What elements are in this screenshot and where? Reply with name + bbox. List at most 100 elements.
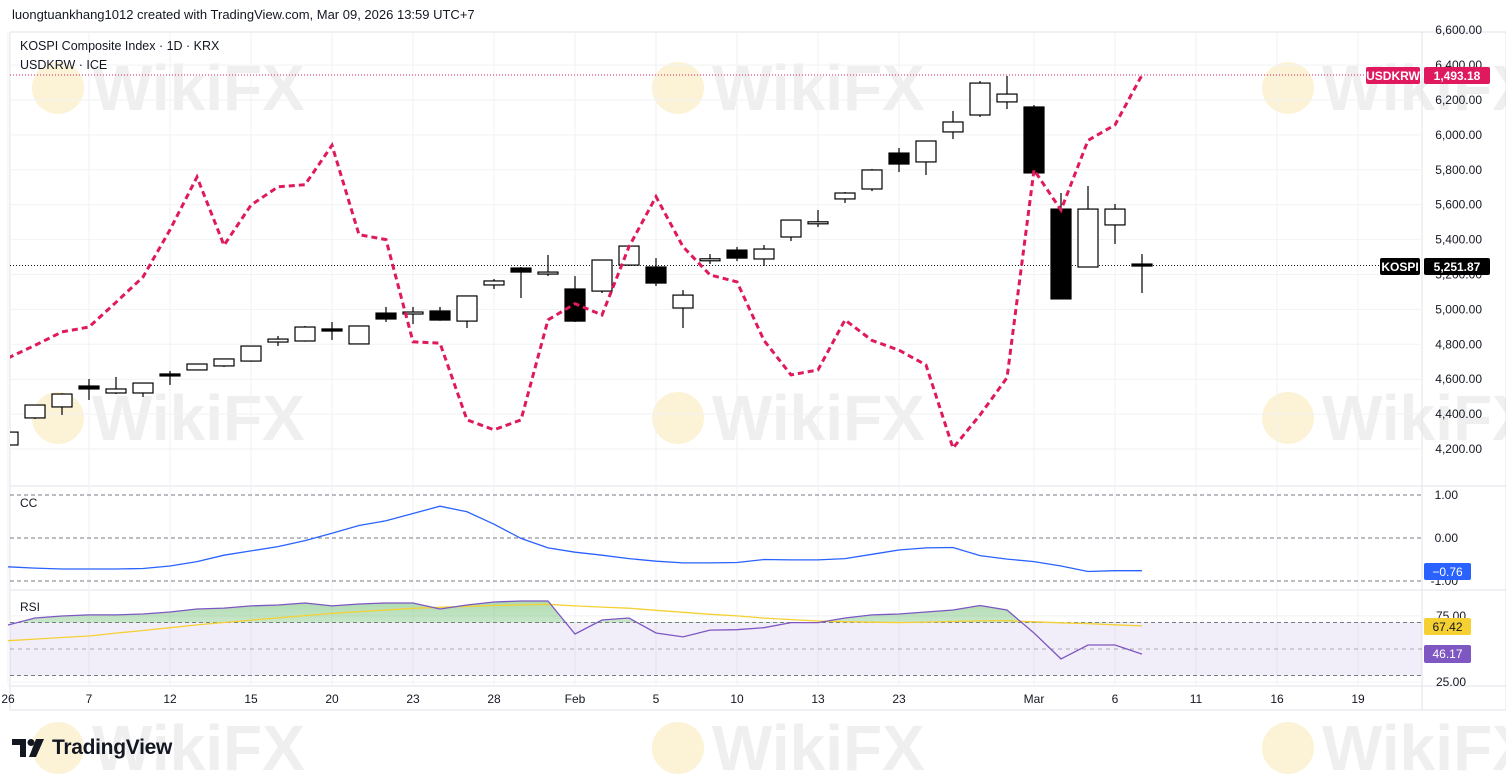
candle-body [591,259,613,292]
kospi-candle[interactable] [186,363,208,371]
kospi-candle[interactable] [375,306,397,322]
kospi-candle[interactable] [213,358,235,367]
time-axis-label: 16 [1270,692,1284,706]
tradingview-logo-icon [12,739,44,757]
price-axis-label: 4,200.00 [1435,442,1482,456]
kospi-candle[interactable] [510,266,532,299]
kospi-candle[interactable] [591,259,613,293]
axes: 26 7 12 15 20 23 28 Feb 5 10 13 23 Mar 6 11 16 19 6,600.0… [1,23,1482,706]
candle-body [132,382,154,394]
cc-line[interactable] [7,505,1142,573]
watermark-text: WikiFX [1322,382,1506,454]
rsi-value-badge: 46.17 [1424,645,1471,663]
kospi-candle[interactable] [105,376,127,395]
rsi-ma-line[interactable] [7,603,1143,642]
cc-value-badge: −0.76 [1424,563,1471,580]
kospi-candle[interactable] [807,209,829,228]
watermark-logo-icon [1262,722,1314,774]
candle-body [1023,106,1045,174]
candle-body [159,373,181,377]
price-axis-label: 5,000.00 [1435,302,1482,316]
legend-main-symbol[interactable]: KOSPI Composite Index · 1D · KRX [20,39,220,53]
candle-body [780,219,802,238]
candle-body [240,345,262,362]
chart-frame [9,31,1506,711]
candle-body [78,385,100,390]
kospi-candle[interactable] [915,140,937,176]
kospi-candle[interactable] [888,147,910,173]
kospi-candle[interactable] [24,404,46,419]
rsi-ma-value-badge: 67.42 [1424,618,1471,635]
candle-body [861,169,883,190]
usdkrw-line[interactable] [8,74,1144,452]
time-axis-label: 12 [163,692,177,706]
tradingview-logo[interactable]: TradingView [12,736,172,760]
price-axis-label: 4,400.00 [1435,407,1482,421]
kospi-candle[interactable] [726,246,748,262]
candle-body [186,363,208,371]
kospi-candle[interactable] [294,325,316,342]
kospi-candles[interactable] [0,75,1153,447]
kospi-candle[interactable] [1131,254,1153,293]
time-axis-label: Mar [1024,692,1045,706]
watermark-layer: WikiFX WikiFX WikiFX WikiFX WikiFX WikiFX Wiki… [32,52,1506,781]
kospi-candle[interactable] [0,431,19,447]
time-axis-label: 11 [1190,692,1203,706]
candle-body [672,294,694,309]
kospi-candle[interactable] [159,370,181,385]
kospi-candle[interactable] [753,245,775,266]
kospi-candle[interactable] [132,382,154,397]
rsi-pane[interactable] [7,600,1422,676]
time-axis-label: 5 [653,692,660,706]
legend-compare-symbol[interactable]: USDKRW · ICE [20,58,108,72]
time-axis-label: 6 [1112,692,1119,706]
kospi-candle[interactable] [348,325,370,345]
kospi-candle[interactable] [402,306,424,325]
kospi-candle[interactable] [1104,204,1126,244]
kospi-candle[interactable] [1023,105,1045,174]
kospi-candle[interactable] [537,254,559,277]
price-pane[interactable] [0,74,1380,452]
watermark-text: WikiFX [712,382,925,454]
kospi-candle[interactable] [861,168,883,192]
kospi-candle[interactable] [429,306,451,321]
kospi-candle[interactable] [1077,186,1099,268]
time-axis-label: 13 [811,692,825,706]
candle-body [10,431,19,446]
kospi-price-badge: 5,251.87 [1424,258,1490,275]
kospi-candle[interactable] [321,321,343,340]
kospi-candle[interactable] [483,279,505,289]
kospi-candle[interactable] [996,75,1018,110]
kospi-candle[interactable] [564,276,586,322]
candle-body [51,393,73,408]
kospi-candle[interactable] [240,345,262,362]
kospi-candle[interactable] [780,219,802,241]
cc-pane[interactable] [7,505,1142,573]
rsi-axis-label: 25.00 [1436,675,1466,689]
kospi-candle[interactable] [78,379,100,400]
kospi-candle[interactable] [834,191,856,203]
rsi-pane-title: RSI [20,600,40,614]
cc-pane-title: CC [20,496,38,510]
kospi-candle[interactable] [645,258,667,287]
kospi-candle[interactable] [942,110,964,140]
kospi-candle[interactable] [456,295,478,329]
kospi-candle[interactable] [51,393,73,415]
candle-body [537,271,559,275]
kospi-candle[interactable] [969,80,991,117]
time-axis-label: 19 [1351,692,1365,706]
kospi-candle[interactable] [699,254,721,265]
time-axis-label: 7 [86,692,93,706]
kospi-candle[interactable] [672,290,694,329]
time-axis-label: 15 [244,692,258,706]
price-axis-label: 6,200.00 [1435,93,1482,107]
time-axis-label: 28 [487,692,501,706]
kospi-label-badge: KOSPI [1380,258,1420,275]
candle-body [699,258,721,262]
kospi-candle[interactable] [267,335,289,347]
price-axis-label: 6,600.00 [1435,23,1482,37]
tradingview-logo-text: TradingView [52,736,173,759]
watermark-text: WikiFX [1322,52,1506,124]
rsi-line[interactable] [7,600,1143,660]
